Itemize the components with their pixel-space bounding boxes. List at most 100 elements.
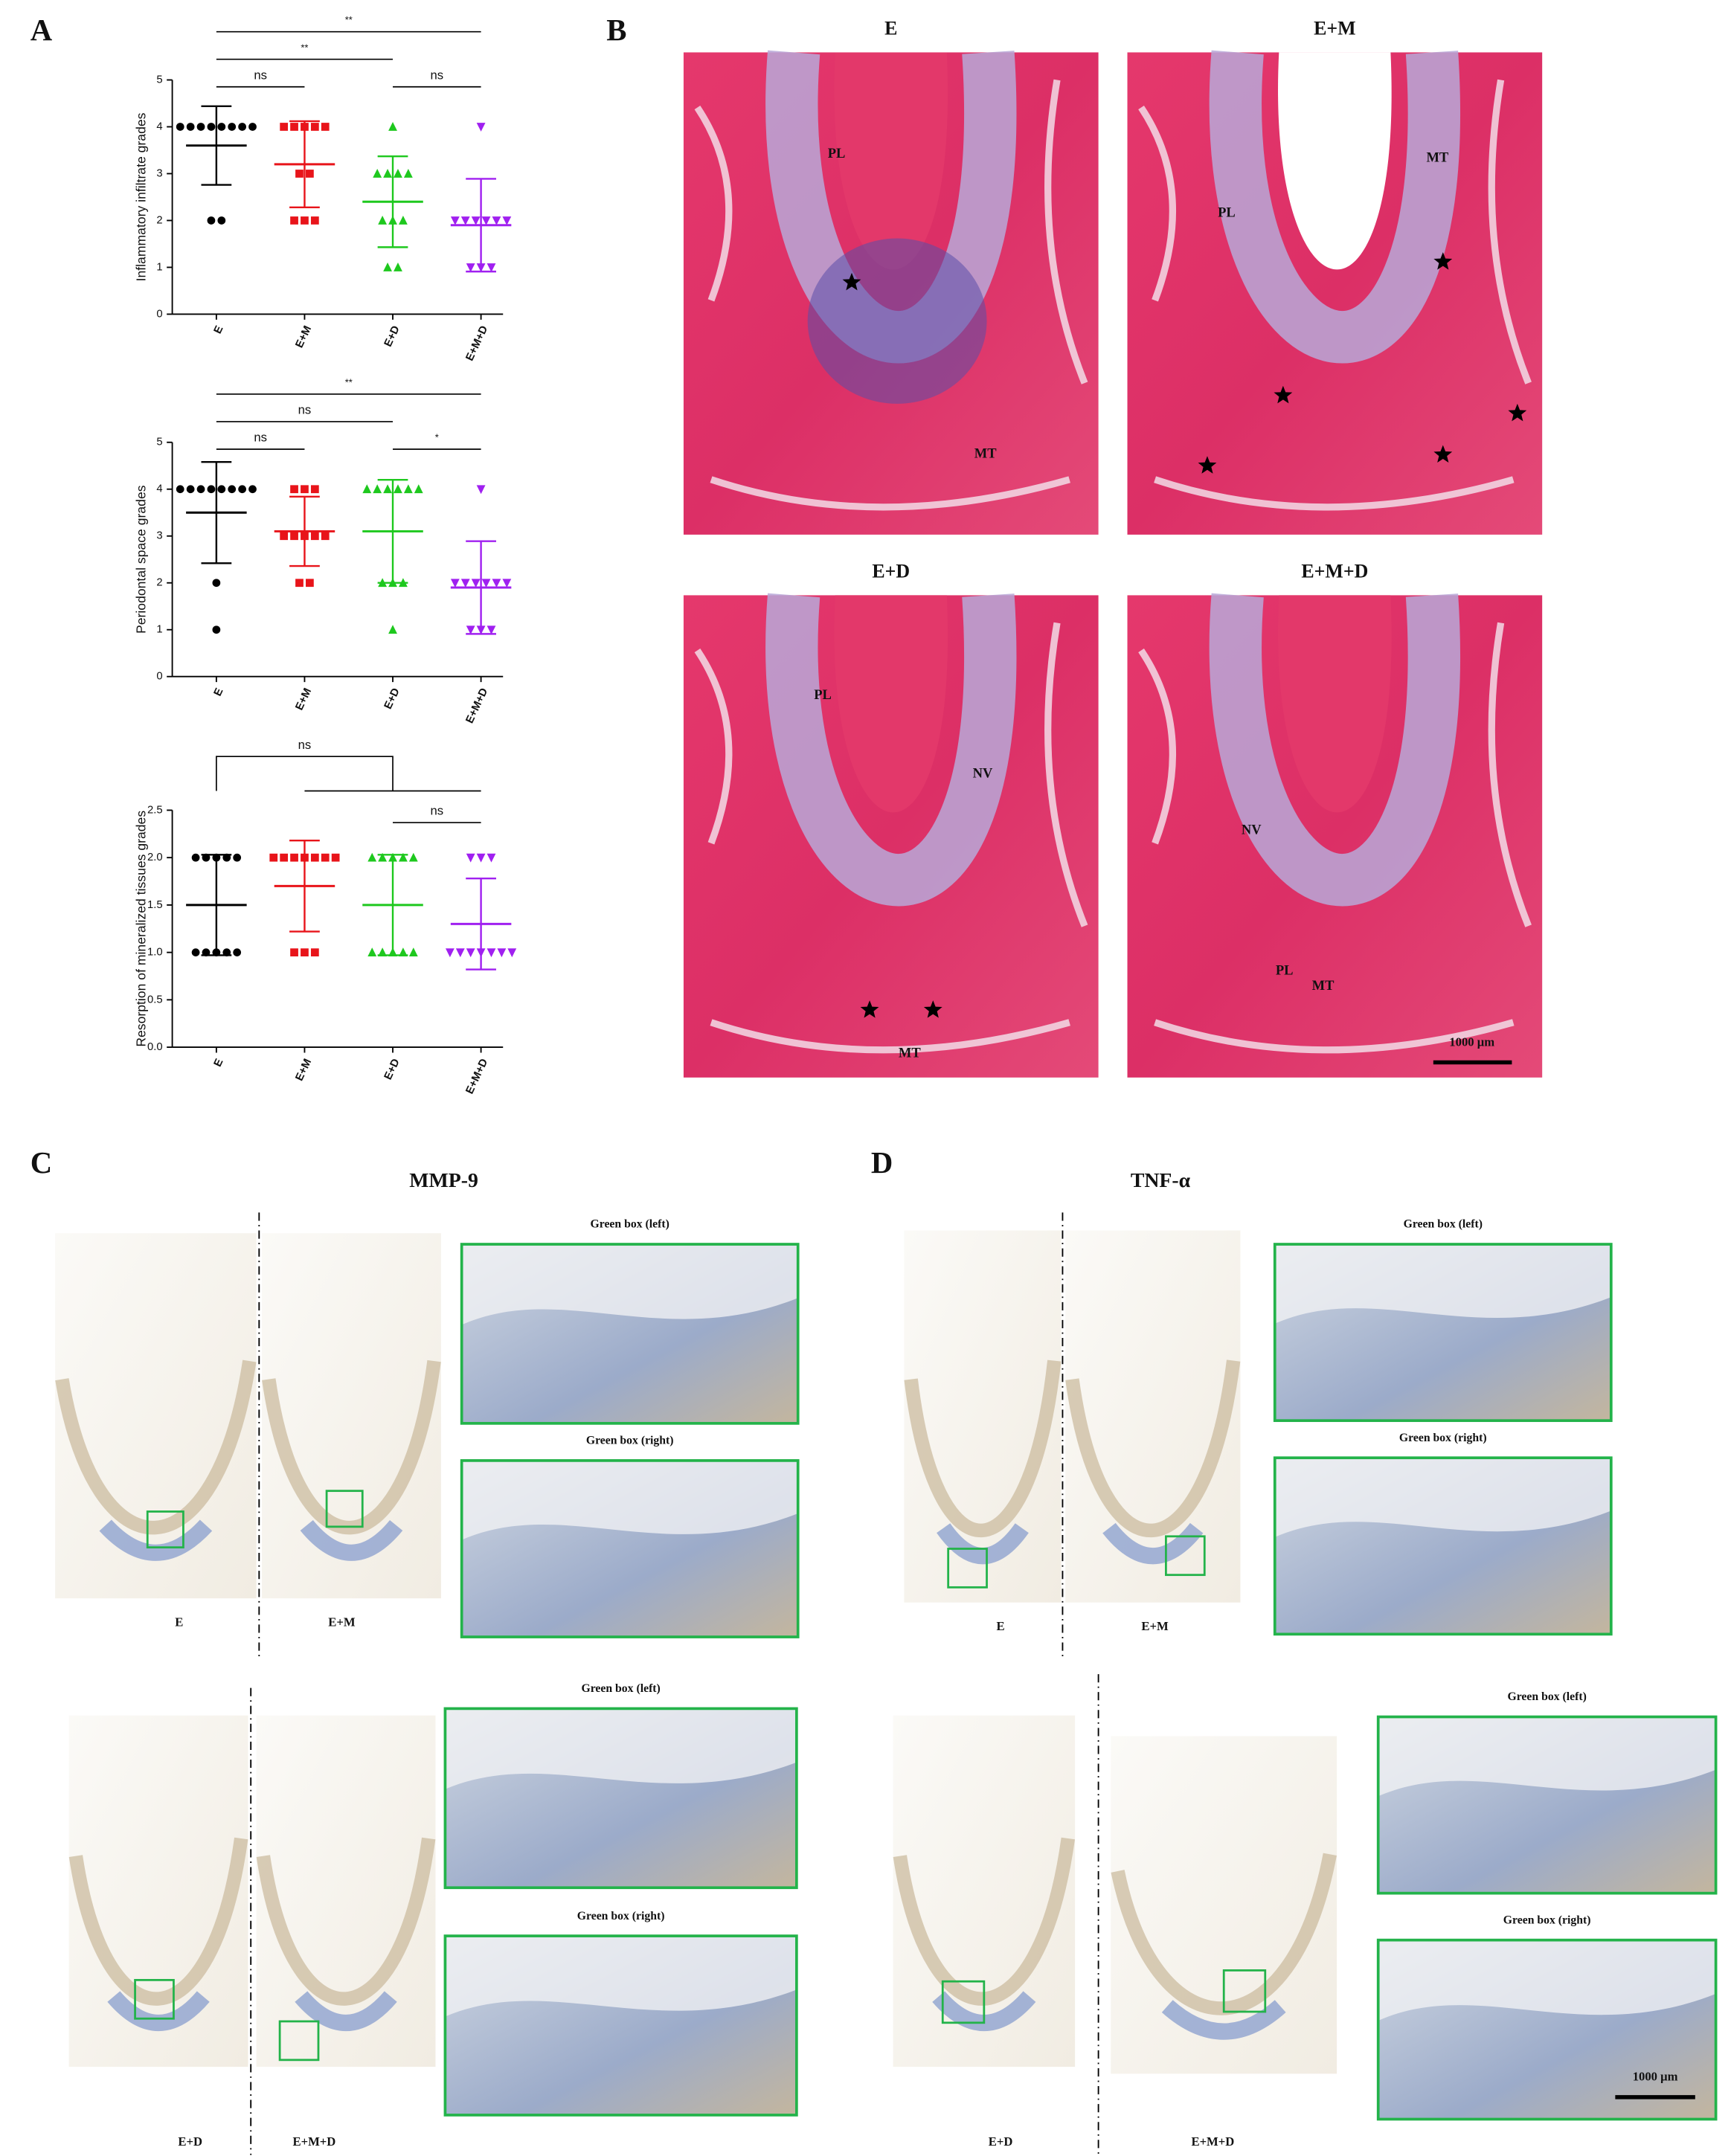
y-axis-label: Periodontal space grades [133, 485, 148, 634]
star-icon [1508, 403, 1527, 422]
zoom-texture [1274, 1244, 1611, 1324]
tissue-texture [1138, 622, 1532, 1054]
y-tick-label: 2 [156, 214, 162, 226]
data-point [238, 485, 246, 494]
data-point [212, 579, 221, 588]
y-tick-label: 4 [156, 483, 162, 495]
data-point [217, 485, 226, 494]
y-tick-label: 1 [156, 261, 162, 273]
zoom-texture [1378, 1716, 1716, 1797]
data-point [445, 948, 455, 958]
ihc-image [262, 1233, 441, 1599]
y-tick-label: 4 [156, 120, 162, 132]
x-tick-label: E+M+D [464, 324, 491, 363]
zoom-frame [443, 1934, 798, 2117]
data-point [280, 123, 289, 131]
tissue-label: PL [1276, 962, 1294, 978]
panel-title: TNF-α [1131, 1169, 1191, 1192]
data-point [310, 532, 319, 541]
x-tick-label: E+D [382, 324, 402, 349]
sample-label: E+D [178, 2134, 202, 2149]
star-icon [1274, 385, 1293, 404]
y-tick-label: 5 [156, 74, 162, 86]
image-title: E+D [872, 561, 910, 582]
comparison-label: ** [345, 14, 353, 25]
zoom-texture [445, 1708, 797, 1789]
zoom-texture [1274, 1458, 1611, 1537]
sample-label: E+M [328, 1615, 356, 1629]
y-tick-label: 1.0 [147, 947, 163, 959]
zoom-texture [445, 1936, 797, 2017]
data-point [502, 216, 512, 225]
data-point [414, 484, 423, 494]
panel-label: C [30, 1146, 52, 1180]
zoom-label: Green box (right) [1503, 1914, 1591, 1926]
green-box [1165, 1535, 1206, 1577]
ligament [765, 593, 1017, 907]
x-tick-label: E+M [294, 686, 315, 712]
ihc-image [256, 1715, 436, 2067]
data-point [295, 170, 304, 178]
data-point [399, 852, 408, 862]
data-point [450, 216, 460, 225]
ligament [1209, 50, 1461, 364]
data-point [321, 532, 330, 541]
y-tick-label: 2.0 [147, 852, 163, 863]
data-point [217, 216, 226, 225]
y-tick-label: 5 [156, 437, 162, 448]
panel-label: D [871, 1146, 893, 1180]
ihc-image [1111, 1736, 1337, 2074]
green-box [146, 1510, 184, 1549]
comparison-label: ns [431, 804, 444, 818]
y-tick-label: 0.5 [147, 994, 163, 1005]
data-point [492, 579, 501, 588]
data-point [486, 853, 496, 863]
y-tick-label: 0 [156, 671, 162, 683]
x-tick-label: E+D [382, 1057, 402, 1082]
zoom-label: Green box (right) [577, 1910, 665, 1922]
tissue-label: PL [814, 687, 832, 703]
data-point [290, 216, 298, 225]
comparison-bracket [216, 756, 394, 791]
data-point [486, 263, 496, 272]
y-tick-label: 1.5 [147, 899, 163, 911]
comparison-label: ns [254, 68, 267, 82]
tooth-root [1278, 595, 1392, 813]
data-point [310, 123, 319, 131]
data-point [207, 123, 216, 131]
green-box [278, 2020, 320, 2062]
data-point [248, 485, 257, 494]
tissue-label: MT [1426, 149, 1448, 165]
data-point [290, 948, 298, 956]
data-point [310, 216, 319, 225]
data-point [248, 123, 257, 131]
y-tick-label: 2 [156, 577, 162, 589]
zoom-texture [1378, 1940, 1716, 2021]
data-point [176, 123, 184, 131]
green-box [325, 1490, 364, 1528]
data-point [310, 853, 319, 862]
data-point [383, 263, 392, 271]
zoom-label: Green box (left) [591, 1218, 669, 1231]
y-axis-label: Inflammatory infiltrate grades [133, 112, 148, 281]
data-point [176, 485, 184, 494]
data-point [399, 947, 408, 956]
data-point [301, 485, 309, 494]
ihc-tissue [68, 1837, 248, 2006]
data-point [233, 948, 242, 956]
zoom-label: Green box (right) [1399, 1432, 1487, 1444]
data-point [306, 579, 314, 588]
tissue-label: PL [828, 146, 846, 161]
panel-title: MMP-9 [409, 1169, 478, 1192]
zoom-frame [1273, 1243, 1613, 1423]
image-title: E+M [1314, 18, 1356, 39]
data-point [378, 216, 388, 225]
tissue-texture [694, 79, 1088, 511]
tissue-texture [694, 622, 1088, 1054]
data-point [238, 123, 246, 131]
data-point [233, 853, 242, 862]
ihc-image [55, 1233, 257, 1599]
data-point [471, 579, 481, 588]
ihc-stain [937, 1523, 1029, 1565]
data-point [306, 170, 314, 178]
